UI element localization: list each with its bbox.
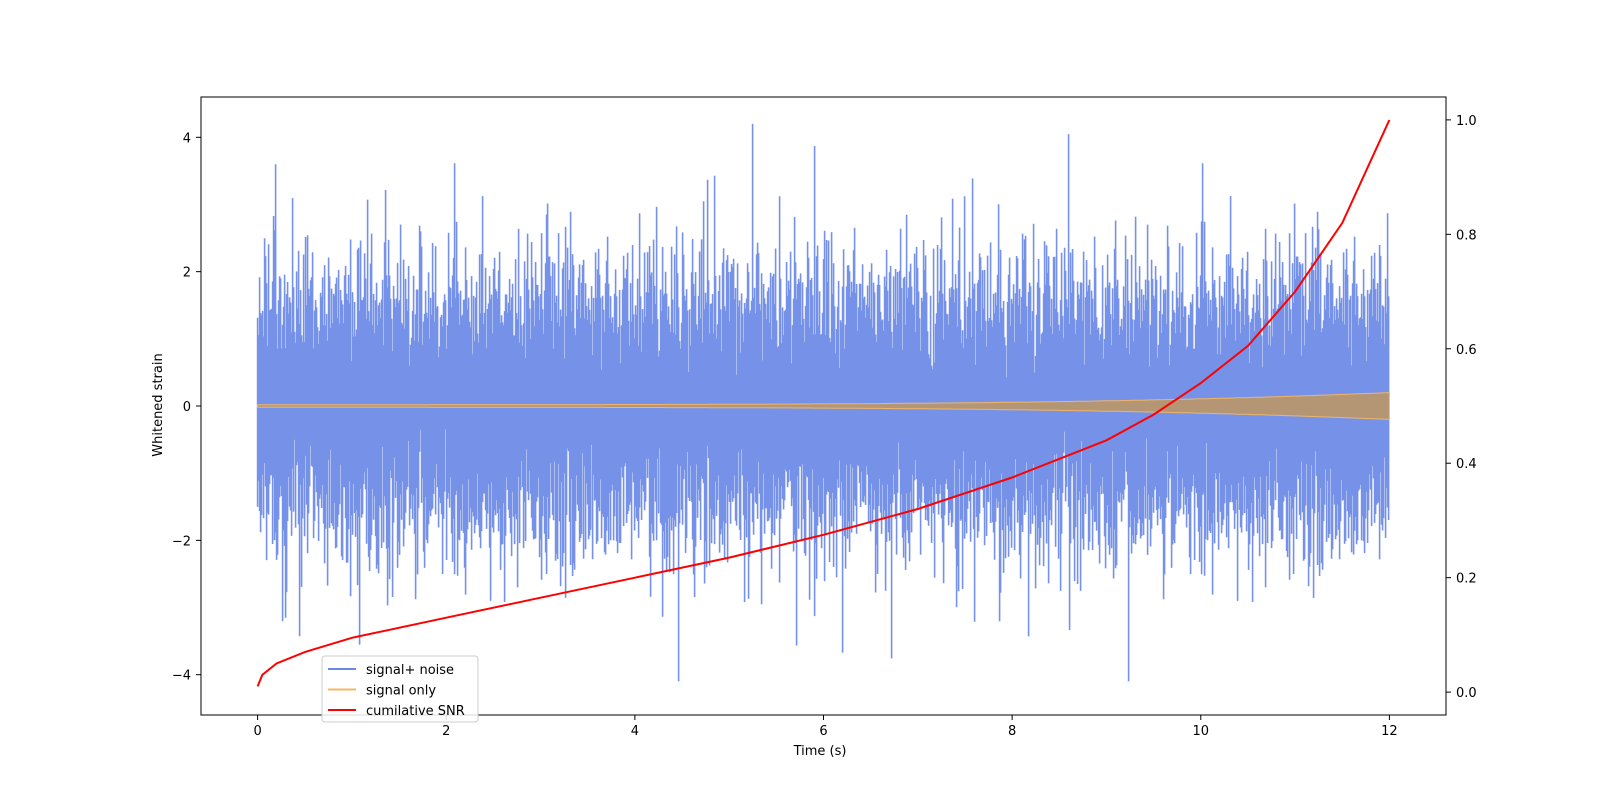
legend-label: signal+ noise [366, 663, 454, 678]
x-tick-label: 0 [253, 724, 261, 739]
y-right-tick-label: 1.0 [1456, 114, 1477, 129]
y-right-tick-label: 0.4 [1456, 457, 1477, 472]
legend-label: cumilative SNR [366, 704, 465, 719]
y-tick-label: 2 [183, 266, 191, 281]
legend-label: signal only [366, 684, 436, 699]
plot-area [200, 96, 1447, 716]
y-tick-label: 4 [183, 131, 191, 146]
legend: signal+ noise signal only cumilative SNR [321, 655, 479, 723]
x-tick-label: 4 [631, 724, 639, 739]
x-tick-label: 8 [1008, 724, 1016, 739]
y-axis-right: 0.0 0.2 0.4 0.6 0.8 1.0 [1446, 114, 1477, 701]
y-right-tick-label: 0.8 [1456, 228, 1477, 243]
x-tick-label: 10 [1192, 724, 1209, 739]
y-right-tick-label: 0.0 [1456, 686, 1477, 701]
series-cumulative-snr [256, 119, 1391, 687]
y-axis-label: Whitened strain [151, 353, 166, 456]
y-axis-left: −4 −2 0 2 4 [172, 131, 201, 684]
y-tick-label: 0 [183, 400, 191, 415]
series-signal-only [257, 392, 1390, 420]
legend-box [321, 655, 479, 723]
y-tick-label: −2 [172, 534, 191, 549]
x-tick-label: 6 [819, 724, 827, 739]
x-tick-label: 12 [1381, 724, 1398, 739]
y-tick-label: −4 [172, 669, 191, 684]
x-tick-label: 2 [442, 724, 450, 739]
x-axis: 0 2 4 6 8 10 12 [253, 715, 1398, 739]
x-axis-label: Time (s) [793, 744, 847, 759]
y-right-tick-label: 0.2 [1456, 572, 1477, 587]
y-right-tick-label: 0.6 [1456, 343, 1477, 358]
